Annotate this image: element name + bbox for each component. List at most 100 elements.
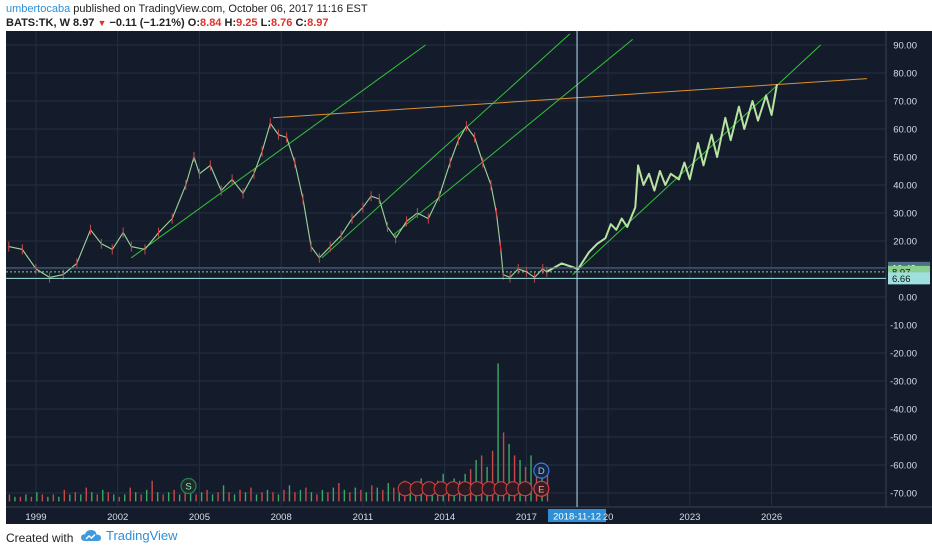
y-tick-label: 20.00 <box>893 237 917 248</box>
volume-bar <box>266 489 269 502</box>
volume-bar <box>349 492 351 502</box>
volume-bar <box>156 492 159 502</box>
y-tick-label: -30.00 <box>890 377 917 388</box>
cloud-logo-icon <box>81 529 101 541</box>
volume-bar <box>151 480 153 502</box>
y-tick-label: 30.00 <box>893 209 917 220</box>
volume-bar <box>255 494 258 502</box>
publish-line: umbertocaba published on TradingView.com… <box>6 3 368 15</box>
volume-bar <box>480 455 483 502</box>
volume-bar <box>239 489 241 502</box>
price-label-box <box>888 272 930 285</box>
low-label: L: <box>260 17 271 29</box>
y-tick-label: 80.00 <box>893 69 917 80</box>
volume-bar <box>14 496 16 502</box>
price-change: −0.11 (−1.21%) <box>109 17 185 29</box>
volume-bar <box>233 494 236 502</box>
event-marker-icon[interactable] <box>533 480 550 497</box>
volume-bar <box>288 485 291 502</box>
volume-bar <box>217 492 219 502</box>
event-marker-label: S <box>185 482 191 493</box>
volume-bar <box>102 489 104 502</box>
author-link[interactable]: umbertocaba <box>6 3 71 15</box>
volume-bar <box>63 489 66 502</box>
y-tick-label: 90.00 <box>893 41 917 52</box>
y-tick-label: -50.00 <box>890 433 917 444</box>
volume-bar <box>19 496 22 502</box>
volume-bar <box>382 489 384 502</box>
tradingview-logo[interactable]: TradingView <box>80 528 178 543</box>
volume-bar <box>206 489 208 502</box>
time-axis[interactable] <box>6 507 932 524</box>
volume-bar <box>200 492 203 502</box>
projection-path[interactable] <box>546 84 778 273</box>
volume-bar <box>497 363 499 502</box>
volume-bar <box>85 487 87 502</box>
trend-line[interactable] <box>392 39 633 236</box>
volume-bar <box>124 494 126 502</box>
event-marker-icon[interactable] <box>180 477 197 495</box>
symbol-label[interactable]: BATS:TK, W <box>6 17 70 29</box>
trend-line[interactable] <box>572 44 821 275</box>
volume-bar <box>321 489 324 502</box>
volume-bar <box>211 494 214 502</box>
event-marker-icon[interactable] <box>533 462 550 479</box>
volume-bar <box>228 492 230 502</box>
x-tick-label: 2023 <box>679 512 700 523</box>
volume-bar <box>80 494 82 502</box>
volume-bar <box>129 487 131 502</box>
volume-bar <box>371 485 373 502</box>
volume-bar <box>69 494 71 502</box>
low-value: 8.76 <box>270 17 293 29</box>
volume-bar <box>41 494 44 502</box>
volume-bar <box>173 489 175 502</box>
volume-bar <box>107 492 109 502</box>
price-label-text: 6.66 <box>892 274 911 285</box>
volume-bar <box>327 492 329 502</box>
footer: Created with TradingView <box>0 524 932 550</box>
volume-bar <box>96 494 98 502</box>
volume-bar <box>354 487 357 502</box>
volume-bar <box>387 483 389 502</box>
volume-bar <box>272 492 274 502</box>
volume-bar <box>167 492 170 502</box>
volume-bar <box>343 489 346 502</box>
volume-bar <box>222 485 225 502</box>
price-chart[interactable]: 2018-11-12 S DE 90.00 80.00 70.00 60.00 50.00… <box>0 31 932 524</box>
volume-bar <box>244 492 247 502</box>
volume-bar <box>519 460 521 502</box>
volume-bar <box>332 487 335 502</box>
volume-bar <box>502 432 505 502</box>
volume-bar <box>310 492 313 502</box>
high-value: 9.25 <box>236 17 258 29</box>
event-marker-label: D <box>538 466 545 477</box>
close-label: C: <box>295 17 308 29</box>
volume-bar <box>140 494 142 502</box>
y-tick-label: 70.00 <box>893 97 917 108</box>
trend-line[interactable] <box>272 78 867 119</box>
volume-bar <box>508 443 510 502</box>
trend-line[interactable] <box>131 44 426 259</box>
volume-bar <box>398 489 400 502</box>
y-tick-label: -20.00 <box>890 349 917 360</box>
x-tick-label: 20 <box>603 512 614 523</box>
x-tick-label: 2014 <box>434 512 455 523</box>
earnings-marker-icon[interactable] <box>517 481 533 497</box>
symbol-line: BATS:TK, W 8.97 ▼ −0.11 (−1.21%) O:8.84 … <box>6 17 329 29</box>
volume-bar <box>113 494 115 502</box>
volume-bar <box>513 455 516 502</box>
volume-bar <box>8 494 11 502</box>
y-tick-label: -40.00 <box>890 405 917 416</box>
volume-bar <box>178 494 181 502</box>
volume-bar <box>36 492 38 502</box>
crosshair-date-box <box>548 509 607 522</box>
volume-bar <box>294 492 296 502</box>
trend-line[interactable] <box>321 33 571 259</box>
event-marker-label: E <box>538 484 544 495</box>
volume-bar <box>25 494 27 502</box>
volume-bar <box>195 494 197 502</box>
x-tick-label: 2002 <box>107 512 128 523</box>
x-tick-label: 1999 <box>25 512 46 523</box>
volume-bar <box>530 455 532 502</box>
y-tick-label: -70.00 <box>890 489 917 500</box>
